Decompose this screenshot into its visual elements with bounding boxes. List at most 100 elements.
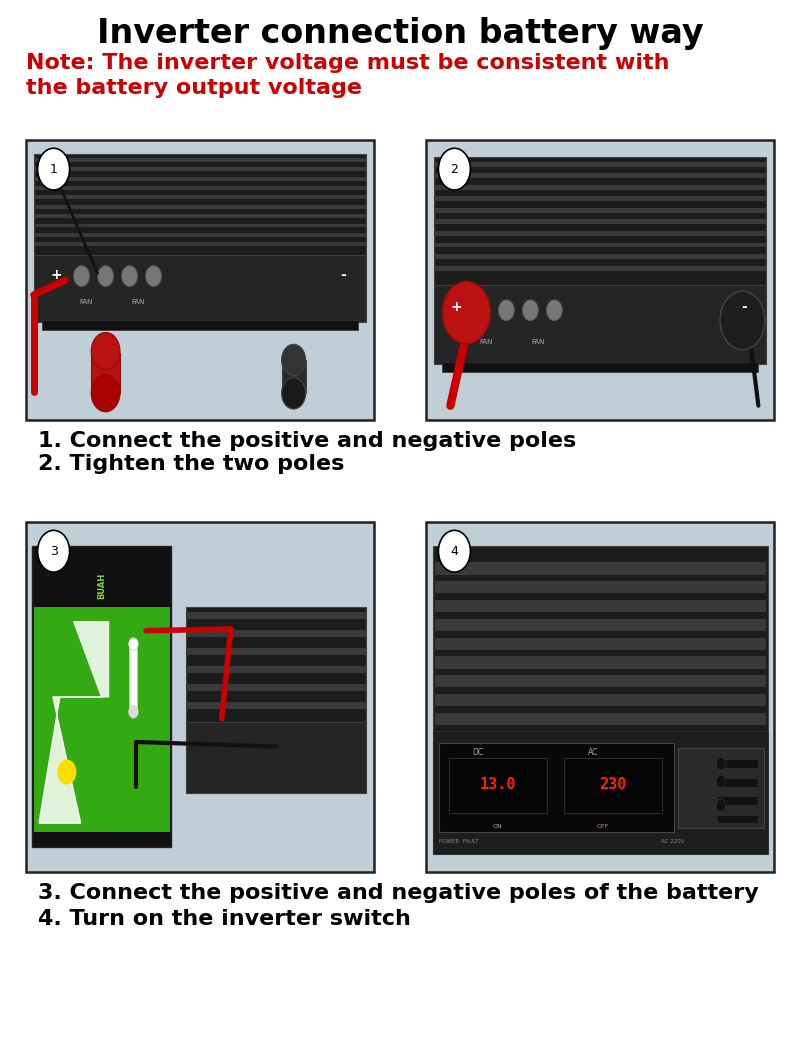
FancyBboxPatch shape <box>34 562 170 832</box>
Text: the battery output voltage: the battery output voltage <box>26 77 362 98</box>
FancyBboxPatch shape <box>435 582 766 593</box>
FancyBboxPatch shape <box>426 140 774 420</box>
FancyBboxPatch shape <box>434 254 766 259</box>
FancyBboxPatch shape <box>435 563 766 574</box>
Text: 4: 4 <box>450 545 458 557</box>
Text: FAN: FAN <box>79 299 92 305</box>
Circle shape <box>129 706 138 718</box>
Circle shape <box>522 300 538 321</box>
FancyBboxPatch shape <box>186 607 366 793</box>
FancyBboxPatch shape <box>435 600 766 612</box>
FancyBboxPatch shape <box>434 208 766 213</box>
Circle shape <box>146 265 162 286</box>
FancyBboxPatch shape <box>442 361 758 372</box>
FancyBboxPatch shape <box>42 319 358 330</box>
Text: 3. Connect the positive and negative poles of the battery: 3. Connect the positive and negative pol… <box>38 882 759 903</box>
Circle shape <box>716 758 726 770</box>
FancyBboxPatch shape <box>435 657 766 668</box>
Text: ON: ON <box>493 825 502 829</box>
FancyBboxPatch shape <box>91 353 120 393</box>
Circle shape <box>438 530 470 572</box>
FancyBboxPatch shape <box>434 285 766 363</box>
Circle shape <box>282 378 306 409</box>
FancyBboxPatch shape <box>34 242 366 246</box>
Text: +: + <box>451 300 462 314</box>
FancyBboxPatch shape <box>34 167 366 171</box>
FancyBboxPatch shape <box>434 242 766 247</box>
FancyBboxPatch shape <box>34 214 366 218</box>
Text: -: - <box>340 267 346 282</box>
FancyBboxPatch shape <box>186 702 366 709</box>
Circle shape <box>546 300 562 321</box>
FancyBboxPatch shape <box>718 798 758 805</box>
FancyBboxPatch shape <box>434 162 766 167</box>
Text: BUAH: BUAH <box>97 572 106 598</box>
FancyBboxPatch shape <box>434 219 766 224</box>
Circle shape <box>122 265 138 286</box>
Text: 4. Turn on the inverter switch: 4. Turn on the inverter switch <box>38 908 411 929</box>
Text: 3: 3 <box>50 545 58 557</box>
FancyBboxPatch shape <box>26 140 374 420</box>
FancyBboxPatch shape <box>718 779 758 786</box>
FancyBboxPatch shape <box>434 265 766 270</box>
Circle shape <box>58 760 76 785</box>
FancyBboxPatch shape <box>186 647 366 656</box>
FancyBboxPatch shape <box>563 758 662 812</box>
FancyBboxPatch shape <box>678 748 764 828</box>
FancyBboxPatch shape <box>449 758 547 812</box>
Circle shape <box>282 345 306 376</box>
FancyBboxPatch shape <box>34 255 366 322</box>
Circle shape <box>91 374 120 411</box>
FancyBboxPatch shape <box>434 196 766 201</box>
Polygon shape <box>39 621 109 824</box>
FancyBboxPatch shape <box>434 231 766 236</box>
FancyBboxPatch shape <box>34 562 170 607</box>
FancyBboxPatch shape <box>435 675 766 687</box>
Text: FAN: FAN <box>532 338 545 345</box>
Text: FAN: FAN <box>480 338 493 345</box>
FancyBboxPatch shape <box>439 743 674 832</box>
FancyBboxPatch shape <box>435 694 766 706</box>
FancyBboxPatch shape <box>434 157 766 363</box>
FancyBboxPatch shape <box>32 546 171 848</box>
FancyBboxPatch shape <box>186 630 366 637</box>
Text: FAN: FAN <box>131 299 144 305</box>
FancyBboxPatch shape <box>433 546 768 854</box>
FancyBboxPatch shape <box>426 522 774 872</box>
FancyBboxPatch shape <box>433 731 768 854</box>
Text: Inverter connection battery way: Inverter connection battery way <box>97 17 703 50</box>
Text: 230: 230 <box>599 777 626 791</box>
FancyBboxPatch shape <box>34 223 366 228</box>
Text: OFF: OFF <box>597 825 609 829</box>
Circle shape <box>716 799 726 811</box>
FancyBboxPatch shape <box>718 760 758 768</box>
Text: 1. Connect the positive and negative poles: 1. Connect the positive and negative pol… <box>38 430 577 451</box>
Text: DC: DC <box>473 748 484 757</box>
FancyBboxPatch shape <box>186 684 366 691</box>
Text: +: + <box>50 267 62 282</box>
Circle shape <box>498 300 514 321</box>
Circle shape <box>474 300 490 321</box>
Text: 13.0: 13.0 <box>480 777 516 791</box>
Text: 1: 1 <box>50 163 58 175</box>
FancyBboxPatch shape <box>718 815 758 824</box>
FancyBboxPatch shape <box>34 186 366 190</box>
FancyBboxPatch shape <box>34 233 366 237</box>
FancyBboxPatch shape <box>434 173 766 179</box>
Circle shape <box>716 775 726 787</box>
Text: Note: The inverter voltage must be consistent with: Note: The inverter voltage must be consi… <box>26 52 669 73</box>
Text: -: - <box>741 300 747 314</box>
Circle shape <box>438 148 470 190</box>
FancyBboxPatch shape <box>26 522 374 872</box>
Text: AC: AC <box>588 748 598 757</box>
Text: 2. Tighten the two poles: 2. Tighten the two poles <box>38 453 345 474</box>
Circle shape <box>98 265 114 286</box>
FancyBboxPatch shape <box>434 185 766 190</box>
Text: 2: 2 <box>450 163 458 175</box>
FancyBboxPatch shape <box>34 205 366 209</box>
Circle shape <box>38 530 70 572</box>
FancyBboxPatch shape <box>186 612 366 619</box>
FancyBboxPatch shape <box>435 713 766 725</box>
FancyBboxPatch shape <box>34 153 366 322</box>
FancyBboxPatch shape <box>34 195 366 199</box>
